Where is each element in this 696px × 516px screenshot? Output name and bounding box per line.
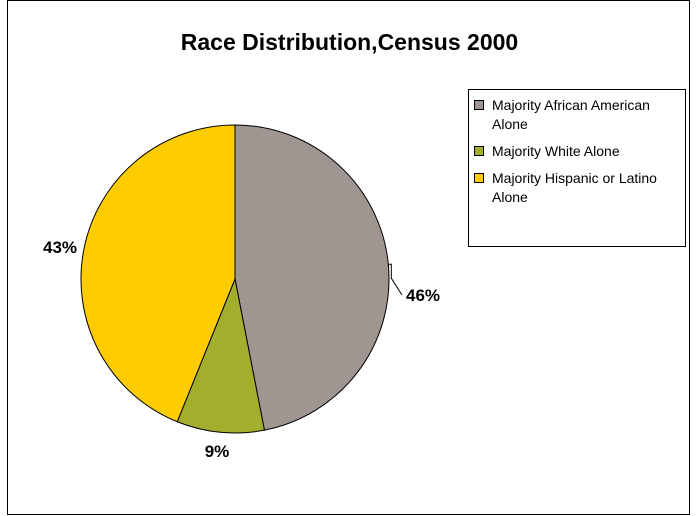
- data-label-white: 9%: [205, 442, 230, 461]
- pie-slice-white: [176, 277, 266, 434]
- chart-title: Race Distribution,Census 2000: [180, 29, 519, 55]
- legend-label: Majority African American Alone: [492, 97, 650, 132]
- legend-swatch-african-american: [474, 100, 484, 110]
- pie-chart: 46% 9% 43%: [43, 124, 440, 461]
- pie-slice-hispanic: [80, 124, 236, 423]
- legend-item-hispanic: Majority Hispanic or Latino Alone: [474, 169, 685, 207]
- legend: Majority African American Alone Majority…: [468, 89, 686, 247]
- legend-item-white: Majority White Alone: [474, 142, 685, 161]
- legend-swatch-white: [474, 146, 484, 156]
- legend-item-african-american: Majority African American Alone: [474, 96, 685, 134]
- legend-label: Majority White Alone: [492, 143, 620, 159]
- leader-line-african-american: [388, 263, 403, 296]
- data-label-hispanic: 43%: [43, 238, 77, 257]
- chart-frame: Race Distribution,Census 2000 46% 9% 43% M…: [7, 0, 690, 515]
- pie-slice-african-american: [234, 124, 390, 431]
- data-label-african-american: 46%: [406, 286, 440, 305]
- legend-swatch-hispanic: [474, 173, 484, 183]
- legend-label: Majority Hispanic or Latino Alone: [492, 170, 657, 205]
